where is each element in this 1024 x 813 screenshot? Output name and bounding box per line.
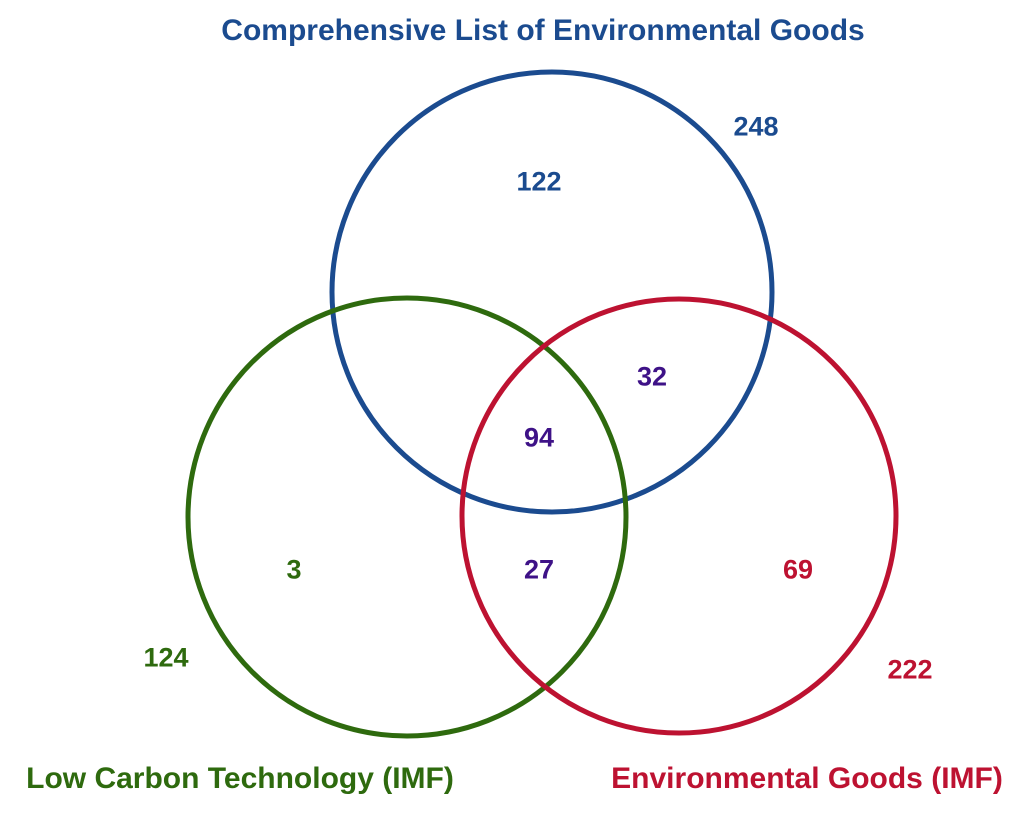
- count-lowcarbon-only: 3: [286, 554, 302, 585]
- count-comprehensive-total: 248: [733, 111, 779, 142]
- label-low-carbon-technology: Low Carbon Technology (IMF): [26, 762, 454, 795]
- count-comprehensive-only: 122: [516, 166, 562, 197]
- count-lowcarbon-total: 124: [143, 642, 189, 673]
- circle-comprehensive-list: [329, 69, 775, 515]
- title-comprehensive-list: Comprehensive List of Environmental Good…: [221, 14, 865, 47]
- count-envgoods-only: 69: [782, 554, 814, 585]
- circle-environmental-goods: [459, 296, 899, 736]
- count-overlap-lowcarbon-envgoods: 27: [523, 554, 555, 585]
- label-environmental-goods: Environmental Goods (IMF): [611, 762, 1003, 795]
- count-overlap-all-three: 94: [523, 422, 555, 453]
- circle-low-carbon-technology: [185, 295, 629, 739]
- count-overlap-comprehensive-envgoods: 32: [636, 361, 668, 392]
- count-envgoods-total: 222: [887, 654, 933, 685]
